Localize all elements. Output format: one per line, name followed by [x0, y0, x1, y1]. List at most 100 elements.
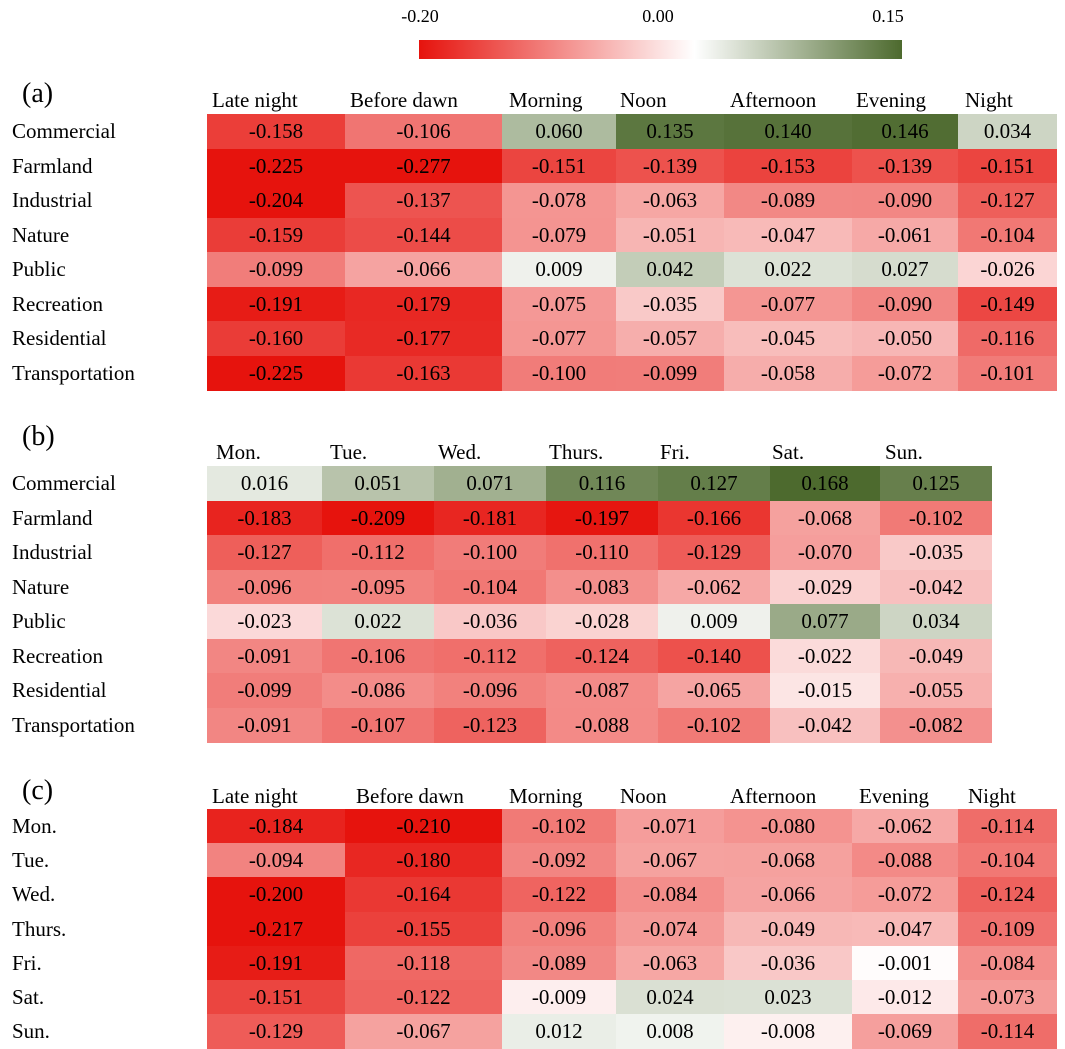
- column-header: Night: [965, 88, 1013, 112]
- heatmap-cell: -0.009: [502, 980, 616, 1015]
- heatmap-cell: -0.055: [880, 673, 992, 708]
- column-header: Sat.: [772, 440, 805, 464]
- heatmap-cell: -0.050: [852, 321, 958, 356]
- column-header: Afternoon: [730, 784, 817, 808]
- heatmap-cell: -0.100: [502, 355, 616, 391]
- panel-label: (c): [22, 775, 54, 806]
- heatmap-cell: 0.146: [852, 114, 958, 149]
- heatmap-cell: -0.068: [770, 500, 880, 536]
- heatmap-cell: -0.090: [852, 183, 958, 218]
- heatmap-cell: -0.091: [207, 707, 322, 743]
- column-header: Before dawn: [350, 88, 458, 112]
- column-header: Noon: [620, 88, 667, 112]
- heatmap-cell: -0.184: [207, 809, 345, 844]
- heatmap-cell: -0.094: [207, 843, 345, 879]
- heatmap-cell: -0.078: [502, 183, 616, 218]
- heatmap-cell: -0.179: [345, 286, 502, 322]
- colorbar-tick-max: 0.15: [872, 6, 904, 26]
- heatmap-cell: -0.090: [852, 286, 958, 322]
- panel-label: (b): [22, 421, 55, 452]
- heatmap-cell: -0.106: [322, 638, 434, 674]
- heatmap-cell: -0.137: [345, 183, 502, 218]
- heatmap-cell: -0.096: [502, 911, 616, 947]
- heatmap-cell: -0.008: [724, 1014, 852, 1049]
- row-label: Transportation: [12, 360, 135, 385]
- heatmap-cell: -0.114: [958, 809, 1057, 844]
- colorbar-tick-mid: 0.00: [642, 6, 674, 26]
- heatmap-cell: -0.088: [546, 707, 658, 743]
- heatmap-cell: -0.062: [658, 569, 770, 605]
- heatmap-cell: -0.077: [724, 286, 852, 322]
- heatmap-cell: -0.104: [434, 569, 546, 605]
- heatmap-cell: 0.009: [658, 604, 770, 639]
- heatmap-cell: -0.036: [434, 604, 546, 639]
- heatmap-cell: 0.016: [207, 466, 322, 501]
- column-header: Afternoon: [730, 88, 817, 112]
- heatmap-cell: -0.001: [852, 945, 958, 981]
- row-label: Residential: [12, 326, 107, 350]
- heatmap-cell: -0.099: [207, 252, 345, 287]
- heatmap-cell: -0.092: [502, 843, 616, 879]
- heatmap-cell: 0.051: [322, 466, 434, 501]
- heatmap-cell: -0.101: [958, 355, 1057, 391]
- heatmap-cell: -0.086: [322, 673, 434, 708]
- heatmap-cell: 0.127: [658, 466, 770, 501]
- heatmap-cell: -0.084: [958, 945, 1057, 981]
- heatmap-cell: -0.045: [724, 321, 852, 356]
- row-label: Wed.: [12, 882, 56, 907]
- column-header: Mon.: [216, 440, 261, 464]
- heatmap-cell: -0.191: [207, 286, 345, 322]
- column-header: Morning: [509, 88, 583, 112]
- panel-label: (a): [22, 78, 54, 109]
- heatmap-cell: -0.012: [852, 980, 958, 1015]
- row-label: Commercial: [12, 119, 116, 143]
- row-label: Sat.: [12, 985, 45, 1009]
- heatmap-cell: -0.180: [345, 843, 502, 879]
- row-label: Industrial: [12, 540, 93, 564]
- heatmap-cell: -0.151: [958, 148, 1057, 184]
- heatmap-cell: -0.100: [434, 535, 546, 570]
- heatmap-cell: -0.109: [958, 911, 1057, 947]
- heatmap-cell: -0.061: [852, 217, 958, 253]
- row-label: Recreation: [12, 643, 103, 668]
- heatmap-cell: -0.112: [322, 535, 434, 570]
- heatmap-cell: -0.084: [616, 877, 724, 913]
- row-label: Sun.: [12, 1019, 50, 1044]
- heatmap-cell: 0.009: [502, 252, 616, 287]
- column-header: Before dawn: [356, 784, 464, 808]
- heatmap-cell: -0.091: [207, 638, 322, 674]
- colorbar-gradient: [419, 40, 902, 59]
- row-label: Nature: [12, 222, 70, 247]
- heatmap-cell: -0.015: [770, 673, 880, 708]
- heatmap-cell: 0.042: [616, 252, 724, 287]
- heatmap-cell: -0.164: [345, 877, 502, 913]
- heatmap-cell: 0.140: [724, 114, 852, 149]
- heatmap-cell: -0.177: [345, 321, 502, 356]
- column-header: Morning: [509, 784, 583, 808]
- heatmap-cell: -0.058: [724, 355, 852, 391]
- heatmap-cell: -0.057: [616, 321, 724, 356]
- heatmap-cell: -0.029: [770, 569, 880, 605]
- heatmap-cell: 0.023: [724, 980, 852, 1015]
- column-header: Night: [968, 784, 1016, 808]
- heatmap-cell: -0.129: [658, 535, 770, 570]
- heatmap-cell: -0.122: [345, 980, 502, 1015]
- heatmap-cell: -0.074: [616, 911, 724, 947]
- heatmap-cell: -0.129: [207, 1014, 345, 1049]
- heatmap-cell: 0.060: [502, 114, 616, 149]
- heatmap-cell: -0.151: [207, 980, 345, 1015]
- heatmap-cell: -0.122: [502, 877, 616, 913]
- heatmap-cell: -0.080: [724, 809, 852, 844]
- heatmap-cell: -0.089: [502, 945, 616, 981]
- heatmap-cell: -0.110: [546, 535, 658, 570]
- heatmap-cell: 0.168: [770, 466, 880, 501]
- row-label: Commercial: [12, 471, 116, 495]
- heatmap-cell: 0.077: [770, 604, 880, 639]
- row-label: Public: [12, 609, 66, 633]
- heatmap-cell: -0.166: [658, 500, 770, 536]
- heatmap-cell: 0.125: [880, 466, 992, 501]
- heatmap-cell: -0.095: [322, 569, 434, 605]
- heatmap-cell: -0.127: [207, 535, 322, 570]
- heatmap-cell: 0.024: [616, 980, 724, 1015]
- heatmap-cell: 0.027: [852, 252, 958, 287]
